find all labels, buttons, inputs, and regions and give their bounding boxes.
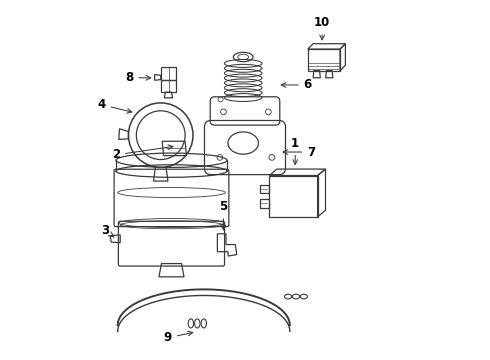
- Text: 7: 7: [283, 145, 316, 158]
- Text: 9: 9: [164, 331, 193, 344]
- Text: 4: 4: [98, 98, 132, 113]
- Text: 3: 3: [101, 224, 114, 237]
- Text: 1: 1: [291, 137, 299, 165]
- Text: 8: 8: [125, 71, 151, 84]
- Text: 10: 10: [314, 17, 330, 40]
- Text: 2: 2: [112, 145, 173, 161]
- Text: 5: 5: [220, 201, 228, 230]
- Text: 6: 6: [281, 78, 312, 91]
